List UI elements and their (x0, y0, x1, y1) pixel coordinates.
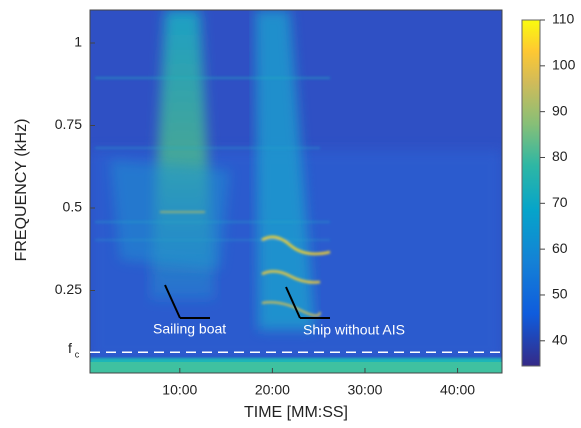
y-axis-label: FREQUENCY (kHz) (13, 119, 30, 262)
cutoff-label: f (68, 340, 72, 356)
y-tick-label: 1 (74, 34, 82, 50)
plot-frame (89, 9, 503, 374)
colorbar-tick-label: 90 (552, 102, 568, 118)
x-tick-label: 40:00 (440, 382, 475, 398)
colorbar-tick-label: 50 (552, 286, 568, 302)
cutoff-label-sub: c (75, 350, 80, 360)
y-tick-label: 0.5 (63, 199, 83, 215)
x-tick-label: 10:00 (162, 382, 197, 398)
colorbar-tick-label: 70 (552, 194, 568, 210)
annotation-line (285, 286, 301, 319)
annotation-line (164, 284, 181, 319)
y-tick-label: 0.75 (55, 116, 82, 132)
colorbar (521, 19, 541, 367)
colorbar-tick-label: 60 (552, 240, 568, 256)
colorbar-tick-label: 110 (552, 11, 575, 27)
x-tick-label: 20:00 (255, 382, 290, 398)
x-axis-label: TIME [MM:SS] (244, 404, 348, 421)
colorbar-tick-label: 80 (552, 148, 568, 164)
y-tick-label: 0.25 (55, 281, 82, 297)
colorbar-tick-label: 40 (552, 331, 568, 347)
annotation: Ship without AIS (303, 322, 405, 338)
colorbar-tick-label: 100 (552, 57, 576, 73)
x-tick-label: 30:00 (347, 382, 382, 398)
annotation: Sailing boat (153, 321, 226, 337)
spectrogram (90, 10, 502, 373)
